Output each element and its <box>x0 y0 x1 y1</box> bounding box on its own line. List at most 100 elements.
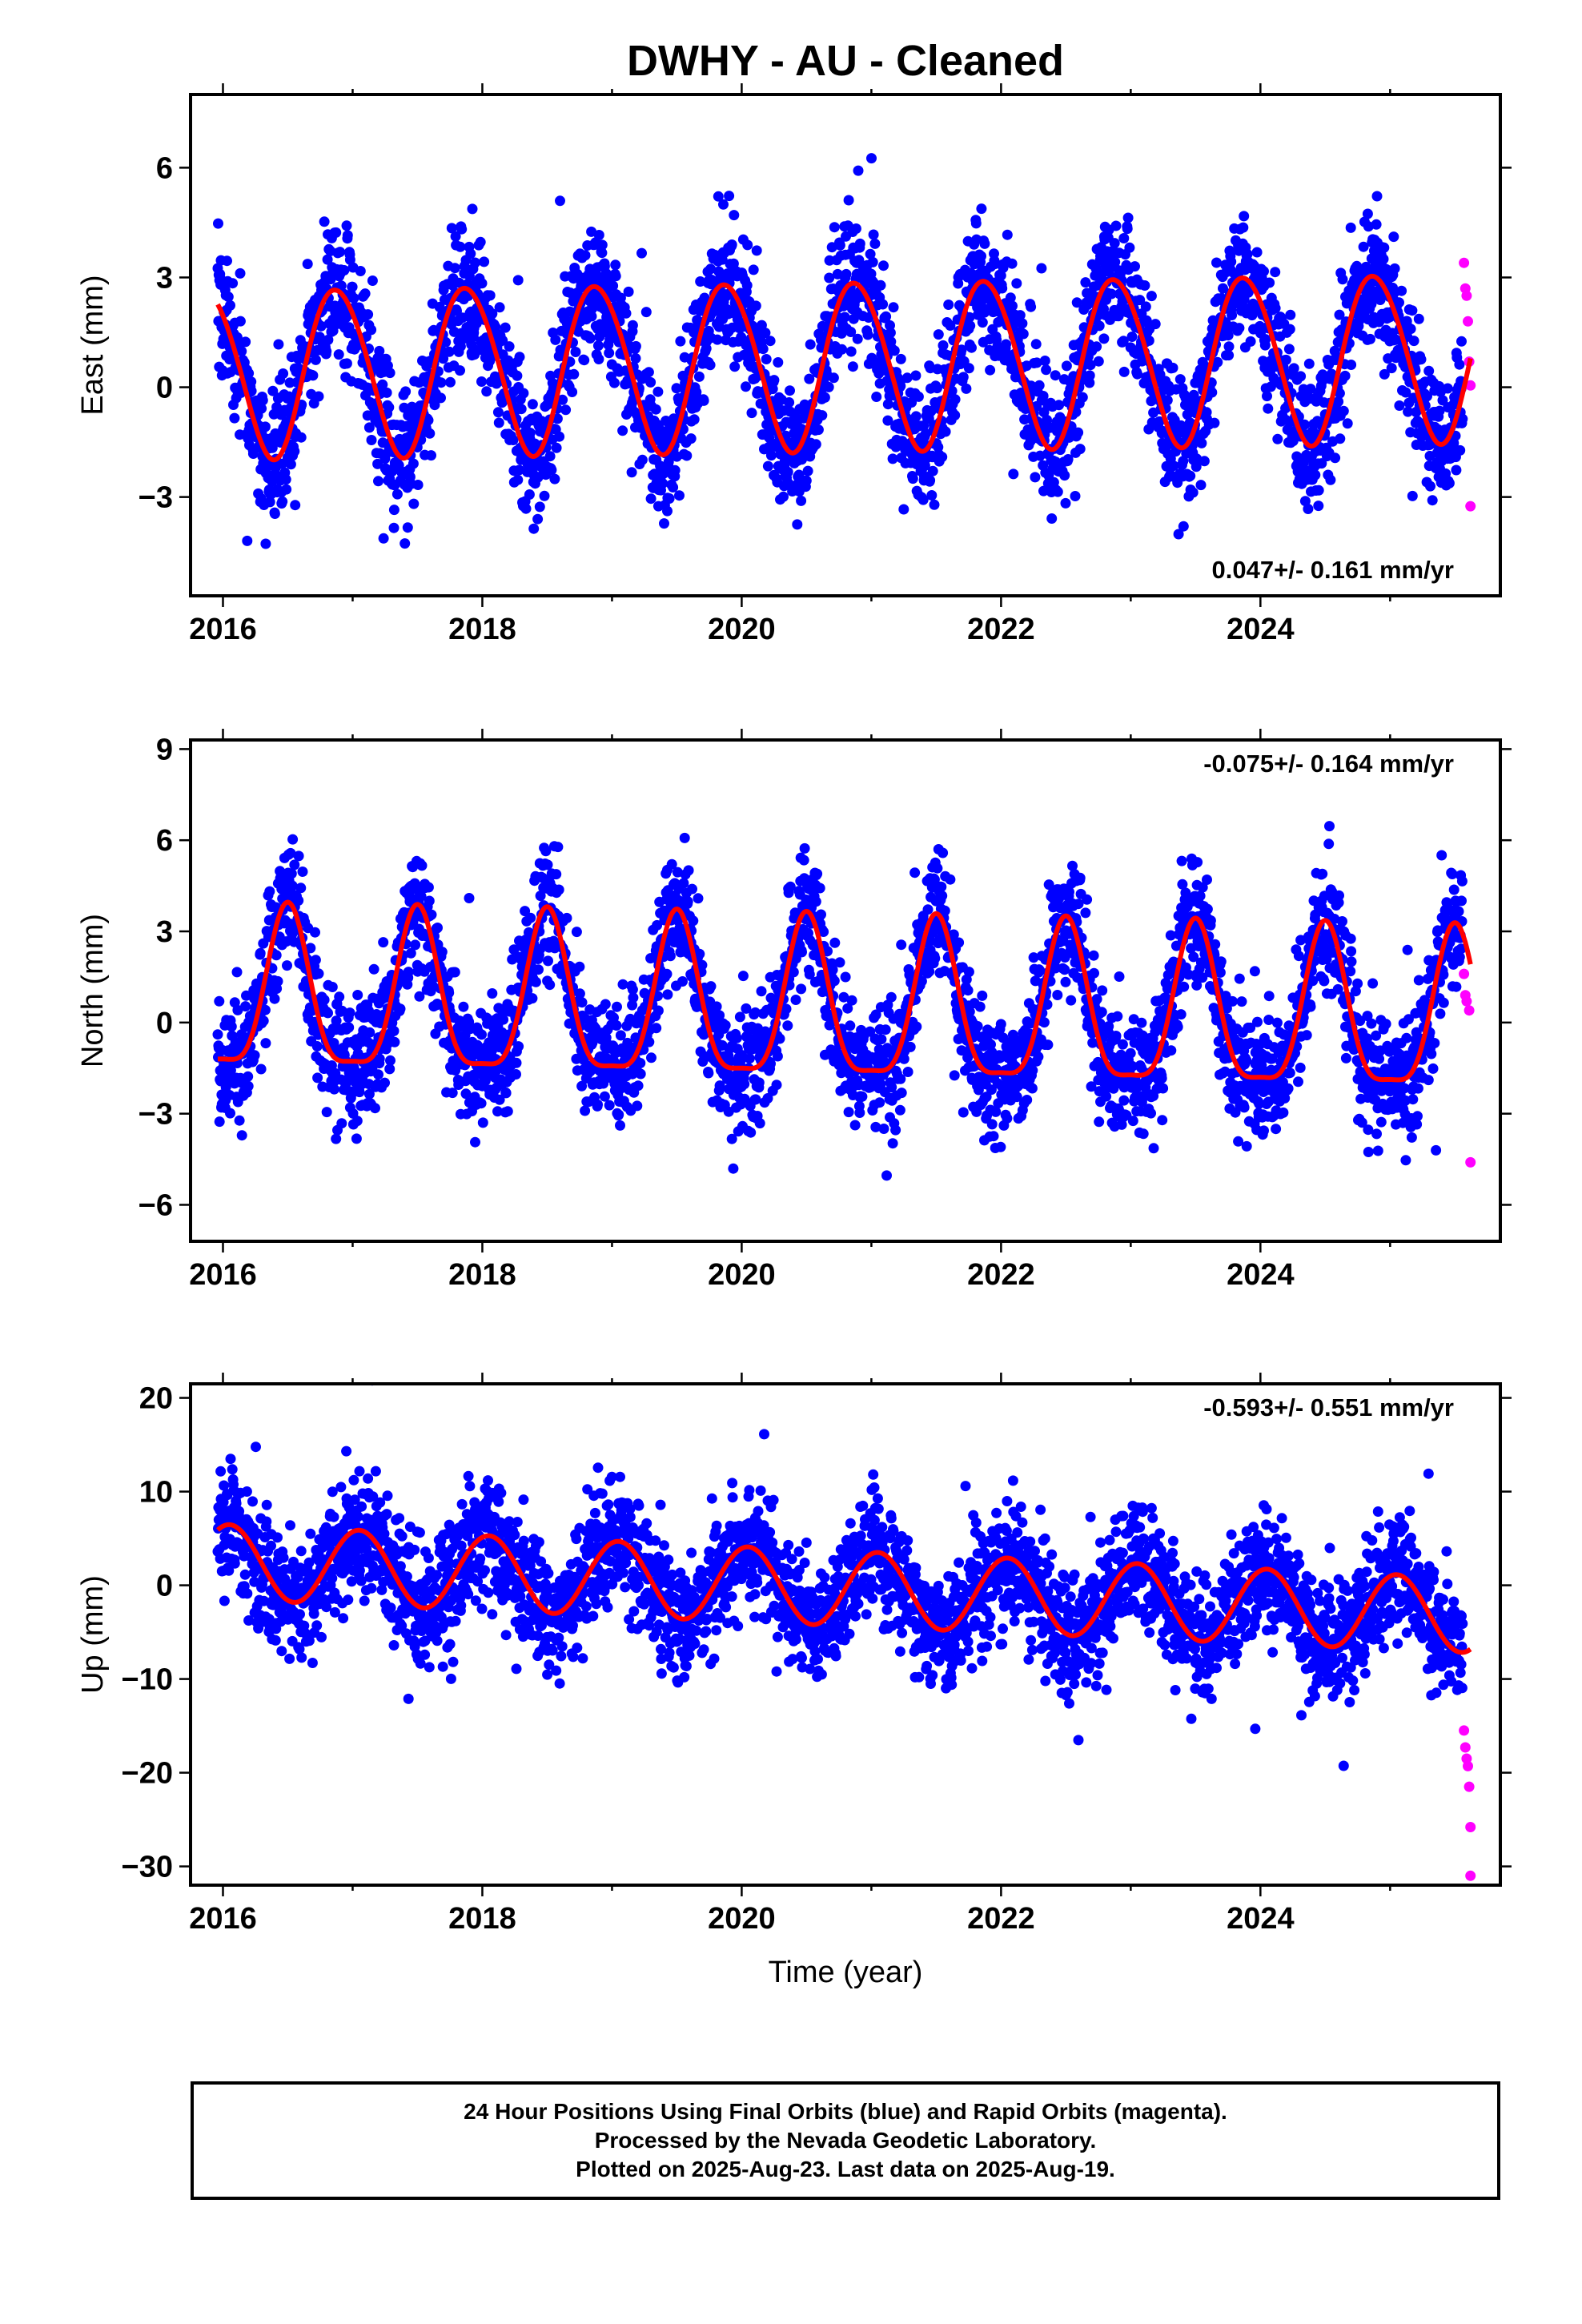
final-orbit-point <box>1011 278 1022 289</box>
final-orbit-point <box>319 995 330 1005</box>
final-orbit-point <box>243 1071 254 1082</box>
final-orbit-point <box>1305 384 1316 395</box>
final-orbit-point <box>714 1010 725 1021</box>
final-orbit-point <box>885 328 896 338</box>
final-orbit-point <box>846 995 857 1006</box>
final-orbit-point <box>626 467 637 478</box>
final-orbit-point <box>363 422 375 433</box>
final-orbit-point <box>481 386 492 397</box>
final-orbit-point <box>310 927 320 938</box>
final-orbit-point <box>354 1087 365 1098</box>
final-orbit-point <box>774 1033 785 1044</box>
final-orbit-point <box>423 415 434 426</box>
final-orbit-point <box>593 230 604 240</box>
final-orbit-point <box>1284 324 1295 335</box>
final-orbit-point <box>677 976 688 987</box>
final-orbit-point <box>882 399 893 410</box>
final-orbit-point <box>231 967 243 978</box>
final-orbit-point <box>391 489 403 500</box>
final-orbit-point <box>1443 477 1455 489</box>
final-orbit-point <box>617 425 628 436</box>
final-orbit-point <box>881 311 892 322</box>
final-orbit-point <box>1270 303 1281 314</box>
final-orbit-point <box>698 395 709 406</box>
final-orbit-point <box>255 947 266 959</box>
final-orbit-point <box>610 271 621 282</box>
final-orbit-point <box>1260 334 1271 345</box>
final-orbit-point <box>534 501 545 513</box>
rapid-orbit-points <box>1459 257 1476 512</box>
final-orbit-point <box>1272 433 1283 444</box>
final-orbit-point <box>814 883 825 894</box>
final-orbit-point <box>540 846 552 857</box>
final-orbit-point <box>546 464 557 476</box>
final-orbit-point <box>1338 405 1349 416</box>
final-orbit-point <box>966 342 977 353</box>
final-orbit-point <box>675 336 686 347</box>
final-orbit-point <box>970 218 982 229</box>
final-orbit-point <box>632 1080 644 1092</box>
final-orbit-point <box>341 358 352 369</box>
final-orbit-point <box>877 299 889 310</box>
final-orbit-point <box>817 410 828 421</box>
final-orbit-point <box>845 1020 856 1031</box>
final-orbit-point <box>355 266 366 276</box>
final-orbit-point <box>796 983 807 995</box>
final-orbit-point <box>402 522 413 533</box>
final-orbit-point <box>528 523 540 534</box>
final-orbit-point <box>1407 490 1418 501</box>
final-orbit-point <box>259 421 271 432</box>
final-orbit-point <box>449 967 460 978</box>
final-orbit-point <box>925 475 936 486</box>
x-tick-label: 2018 <box>448 613 516 646</box>
final-orbit-point <box>395 1003 406 1015</box>
final-orbit-point <box>302 259 313 270</box>
final-orbit-point <box>1396 285 1407 296</box>
final-orbit-point <box>1299 496 1311 507</box>
final-orbit-point <box>285 459 296 470</box>
final-orbit-point <box>552 413 563 424</box>
final-orbit-point <box>1339 370 1351 381</box>
final-orbit-point <box>1167 362 1178 373</box>
final-orbit-point <box>762 1093 773 1104</box>
final-orbit-point <box>359 288 371 300</box>
final-orbit-point <box>1005 292 1016 304</box>
final-orbit-point <box>373 476 383 487</box>
final-orbit-point <box>1070 491 1081 501</box>
final-orbit-point <box>736 332 747 343</box>
final-orbit-point <box>400 538 411 549</box>
final-orbit-point <box>1405 324 1416 335</box>
final-orbit-point <box>1325 474 1336 485</box>
final-orbit-point <box>956 344 967 356</box>
final-orbit-point <box>229 412 240 424</box>
final-orbit-point <box>937 452 948 463</box>
final-orbit-point <box>1451 464 1462 476</box>
final-orbit-point <box>1041 364 1052 376</box>
final-orbit-point <box>977 317 988 328</box>
final-orbit-point <box>705 981 717 992</box>
final-orbit-point <box>871 392 882 402</box>
final-orbit-point <box>225 1108 235 1119</box>
final-orbit-point <box>1071 297 1082 308</box>
final-orbit-point <box>929 499 940 510</box>
final-orbit-point <box>426 909 437 920</box>
final-orbit-point <box>333 349 344 360</box>
final-orbit-point <box>568 368 580 380</box>
final-orbit-point <box>469 344 480 356</box>
final-orbit-point <box>788 967 799 978</box>
final-orbit-point <box>1326 368 1337 380</box>
x-tick-label: 2020 <box>708 613 776 646</box>
final-orbit-point <box>1054 400 1065 411</box>
final-orbit-point <box>1195 480 1207 491</box>
final-orbit-point <box>741 279 753 291</box>
final-orbit-point <box>384 1063 396 1075</box>
final-orbit-point <box>313 391 324 402</box>
final-orbit-point <box>580 250 591 261</box>
final-orbit-point <box>838 991 849 1003</box>
final-orbit-point <box>551 869 562 880</box>
final-orbit-point <box>373 1069 383 1080</box>
final-orbit-point <box>888 302 899 313</box>
final-orbit-point <box>424 428 436 439</box>
final-orbit-point <box>765 336 776 347</box>
final-orbit-point <box>518 388 529 399</box>
